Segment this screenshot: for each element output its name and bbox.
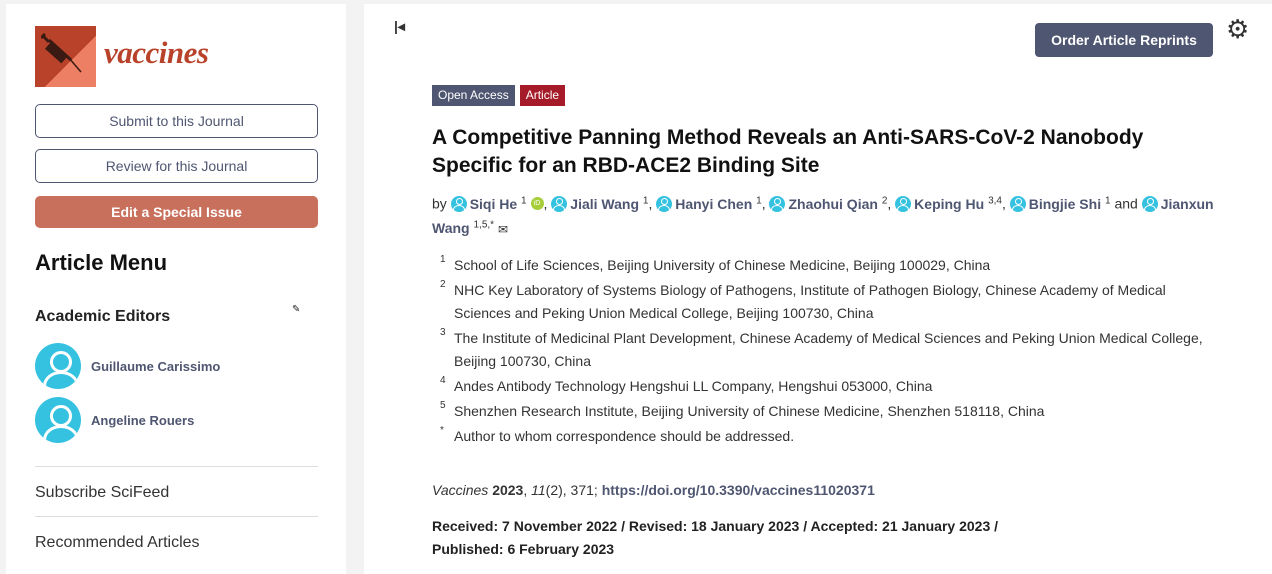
avatar (35, 343, 81, 389)
affiliation-text: Shenzhen Research Institute, Beijing Uni… (454, 403, 1045, 419)
citation-issue: (2), 371; (545, 482, 602, 498)
affiliation-number: 2 (440, 279, 446, 290)
affiliation-item: 4 Andes Antibody Technology Hengshui LL C… (440, 375, 1220, 398)
user-icon (656, 195, 673, 215)
affiliation-ref: 1 (642, 195, 649, 206)
user-icon (551, 195, 568, 215)
orcid-icon[interactable]: iD (530, 196, 544, 210)
syringe-icon (35, 26, 96, 87)
subscribe-scifeed-link[interactable]: Subscribe SciFeed (35, 484, 170, 501)
affiliation-text: NHC Key Laboratory of Systems Biology of… (454, 282, 1166, 321)
user-icon (1009, 195, 1026, 215)
sidebar: vaccines Submit to this Journal Review f… (6, 4, 346, 574)
academic-editors-title: Academic Editors (35, 308, 171, 325)
user-icon (769, 195, 786, 215)
author-link[interactable]: Jianxun Wang 1,5,* (432, 195, 1214, 237)
citation-year: 2023 (492, 482, 524, 498)
author-list: by Siqi He 1 iD, Jiali Wang 1, Hanyi Che… (432, 195, 1214, 237)
article-main: |◂ Order Article Reprints ⚙ Open Access … (364, 4, 1272, 574)
author-name: Siqi He (469, 195, 518, 212)
user-icon (895, 195, 912, 215)
affiliation-number: 5 (440, 400, 446, 411)
author-link[interactable]: Jiali Wang 1 (551, 195, 649, 215)
editor-name: Angeline Rouers (91, 412, 195, 428)
affiliations: 1 School of Life Sciences, Beijing Univer… (440, 254, 1220, 450)
affiliation-ref: 3,4 (988, 195, 1002, 206)
submit-button[interactable]: Submit to this Journal (35, 104, 318, 138)
order-reprints-button[interactable]: Order Article Reprints (1035, 23, 1213, 57)
affiliation-item: 1 School of Life Sciences, Beijing Univer… (440, 254, 1220, 277)
affiliation-number: * (440, 425, 444, 436)
affiliation-ref: 2 (881, 195, 888, 206)
avatar (35, 397, 81, 443)
collapse-sidebar-icon[interactable]: |◂ (394, 18, 405, 34)
affiliation-ref: 1 (1104, 195, 1111, 206)
author-name: Jiali Wang (570, 195, 639, 212)
email-icon[interactable]: ✉ (497, 222, 509, 237)
author-link[interactable]: Siqi He 1 (450, 195, 527, 215)
author-link[interactable]: Keping Hu 3,4 (895, 195, 1002, 215)
and-label: and (1114, 195, 1138, 212)
author-name: Bingjie Shi (1028, 195, 1102, 212)
affiliation-number: 4 (440, 375, 446, 386)
article-type-badge: Article (519, 85, 566, 106)
affiliation-ref: 1 (756, 195, 762, 206)
author-name: Jianxun Wang (432, 195, 1214, 237)
journal-logo[interactable]: vaccines (35, 26, 209, 87)
affiliation-ref: 1,5,* (473, 219, 495, 231)
article-menu-title: Article Menu (35, 250, 168, 275)
doi-link[interactable]: https://doi.org/10.3390/vaccines11020371 (601, 482, 875, 498)
edit-special-issue-button[interactable]: Edit a Special Issue (35, 196, 318, 228)
affiliation-text: The Institute of Medicinal Plant Develop… (454, 330, 1203, 369)
article-title: A Competitive Panning Method Reveals an … (432, 126, 1144, 177)
citation: Vaccines 2023, 11(2), 371; https://doi.o… (432, 482, 875, 498)
editor-item[interactable]: Guillaume Carissimo (35, 343, 220, 389)
pen-icon: ✎ (292, 304, 301, 315)
affiliation-text: Author to whom correspondence should be … (454, 428, 795, 444)
author-link[interactable]: Bingjie Shi 1 (1009, 195, 1111, 215)
publication-dates: Received: 7 November 2022 / Revised: 18 … (432, 518, 999, 557)
affiliation-ref: 1 (521, 195, 527, 206)
affiliation-number: 1 (440, 254, 446, 265)
affiliation-item: 3 The Institute of Medicinal Plant Develo… (440, 327, 1220, 373)
affiliation-text: Andes Antibody Technology Hengshui LL Co… (454, 378, 933, 394)
author-link[interactable]: Hanyi Chen 1 (656, 195, 762, 215)
citation-volume: 11 (531, 482, 546, 498)
by-label: by (432, 195, 447, 212)
affiliation-item: 2 NHC Key Laboratory of Systems Biology o… (440, 279, 1220, 325)
author-link[interactable]: Zhaohui Qian 2 (769, 195, 888, 215)
review-button[interactable]: Review for this Journal (35, 149, 318, 183)
divider (35, 516, 318, 517)
citation-journal: Vaccines (432, 482, 489, 498)
author-name: Hanyi Chen (675, 195, 753, 212)
affiliation-item: * Author to whom correspondence should be… (440, 425, 1220, 448)
editor-item[interactable]: Angeline Rouers (35, 397, 194, 443)
user-icon (450, 195, 467, 215)
affiliation-text: School of Life Sciences, Beijing Univers… (454, 257, 991, 273)
open-access-badge: Open Access (432, 85, 515, 106)
affiliation-number: 3 (440, 327, 446, 338)
recommended-articles-link[interactable]: Recommended Articles (35, 534, 200, 551)
user-icon (1141, 195, 1158, 215)
affiliation-item: 5 Shenzhen Research Institute, Beijing Un… (440, 400, 1220, 423)
author-name: Zhaohui Qian (788, 195, 878, 212)
author-name: Keping Hu (914, 195, 985, 212)
divider (35, 466, 318, 467)
gear-icon[interactable]: ⚙ (1226, 14, 1250, 44)
editor-name: Guillaume Carissimo (91, 358, 221, 374)
